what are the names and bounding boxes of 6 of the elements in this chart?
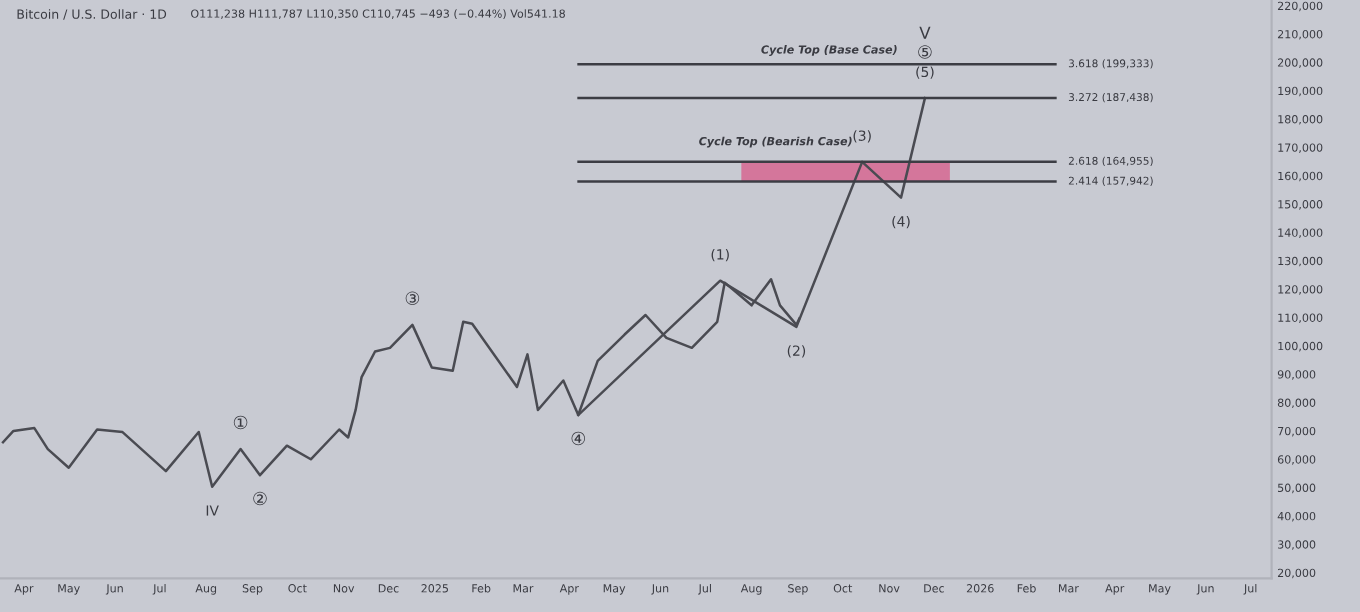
annotation: V — [919, 26, 931, 39]
annotation: ① — [233, 415, 248, 430]
annotation: ⑤ — [918, 45, 932, 59]
annotation: ③ — [405, 291, 420, 306]
annotation: ② — [253, 491, 267, 506]
annotation: ④ — [571, 431, 586, 446]
